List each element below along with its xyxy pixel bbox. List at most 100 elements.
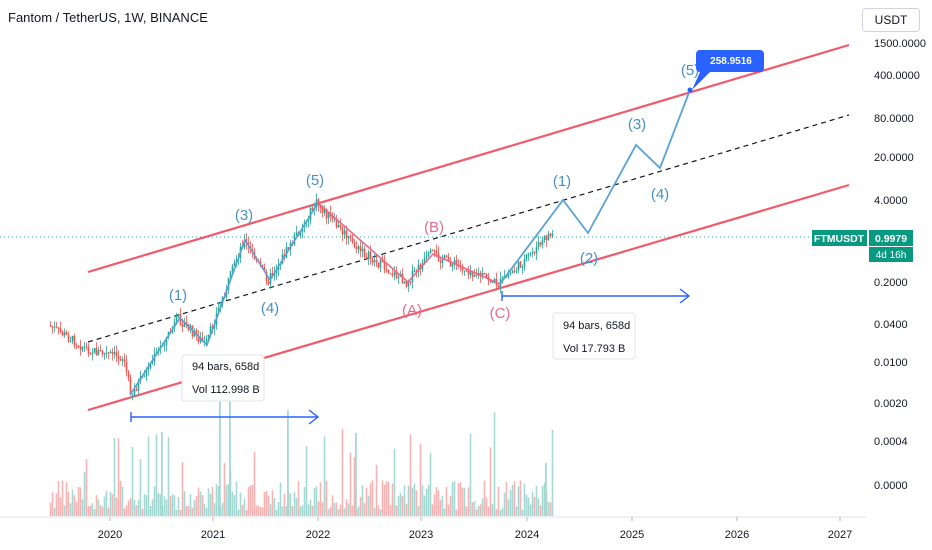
volume-bar <box>291 506 294 516</box>
candle-body <box>521 267 524 269</box>
candle-body <box>461 266 464 271</box>
volume-bar <box>523 483 526 516</box>
volume-bar <box>133 499 136 516</box>
candle-body <box>217 307 220 314</box>
candle-body <box>321 207 324 213</box>
volume-bar <box>469 433 472 516</box>
symbol-tag: FTMUSDT <box>814 233 865 245</box>
candle-body <box>471 271 474 277</box>
candle-body <box>49 325 52 327</box>
volume-bar <box>431 504 434 516</box>
bar-countdown: 4d 16h <box>876 250 907 261</box>
volume-bar <box>225 484 228 516</box>
price-axis[interactable]: 1500.0000 400.0000 80.0000 20.0000 4.0000 0.2… <box>874 38 926 492</box>
measurement-2-vol: Vol 17.793 B <box>563 343 625 355</box>
candle-body <box>473 274 476 277</box>
candle-body <box>197 335 200 342</box>
volume-bar <box>277 502 280 516</box>
volume-bar <box>453 480 456 516</box>
candle-body <box>511 271 514 274</box>
volume-bar <box>239 492 242 516</box>
channel-upper-line[interactable] <box>87 43 850 274</box>
range-arrow-2[interactable] <box>501 288 691 304</box>
volume-bar <box>419 443 422 516</box>
candle-body <box>185 322 188 324</box>
time-axis[interactable]: 2020 2021 2022 2023 2024 2025 2026 2027 <box>98 517 852 541</box>
volume-bar <box>355 433 357 516</box>
candle-body <box>341 227 344 235</box>
candle-body <box>337 225 340 228</box>
volume-bar <box>489 447 492 516</box>
volume-bar <box>201 495 204 516</box>
volume-bar <box>233 495 236 516</box>
price-axis-label: 0.2000 <box>874 277 908 289</box>
volume-bar <box>343 508 346 516</box>
volume-bar <box>95 495 98 516</box>
volume-bar <box>77 487 80 516</box>
volume-bar <box>219 395 221 516</box>
target-price-label[interactable]: 258.9516 <box>692 50 764 90</box>
volume-bar <box>93 509 96 516</box>
volume-bar <box>61 480 64 516</box>
candle-body <box>127 371 130 378</box>
candle-body <box>389 273 392 275</box>
volume-bar <box>203 503 206 516</box>
volume-bar <box>433 494 436 516</box>
volume-bar <box>149 505 152 516</box>
volume-bar <box>309 499 312 516</box>
candle-body <box>81 346 84 350</box>
volume-bar <box>391 483 394 516</box>
volume-bar <box>547 501 550 516</box>
candle-body <box>455 259 458 265</box>
volume-bar <box>543 482 546 516</box>
candle-body <box>177 313 180 317</box>
candle-body <box>267 281 270 285</box>
volume-bar <box>463 487 466 516</box>
range-arrow-1[interactable] <box>130 409 320 425</box>
target-price-value: 258.9516 <box>710 56 752 67</box>
volume-bar <box>297 480 300 516</box>
wave-label: (1) <box>169 287 187 304</box>
volume-bar <box>471 502 474 516</box>
candle-body <box>105 352 108 354</box>
channel-mid-line[interactable] <box>87 114 850 343</box>
candle-body <box>537 242 540 247</box>
candle-body <box>233 262 236 266</box>
volume-bar <box>249 485 252 516</box>
volume-bar <box>113 437 116 516</box>
volume-bar <box>477 505 480 516</box>
candle-body <box>231 265 234 271</box>
candle-body <box>401 273 404 284</box>
candle-body <box>89 353 92 355</box>
wave-label: (2) <box>580 250 598 267</box>
volume-bar <box>197 487 200 516</box>
volume-bar <box>85 459 88 516</box>
volume-bar <box>163 496 166 516</box>
volume-bar <box>395 505 398 516</box>
candle-body <box>135 389 138 391</box>
candle-body <box>53 326 56 328</box>
volume-bar <box>487 506 490 516</box>
time-axis-label: 2021 <box>201 529 225 541</box>
candle-body <box>349 236 352 239</box>
candle-body <box>393 271 396 276</box>
volume-bar <box>299 506 302 516</box>
volume-bar <box>441 495 444 516</box>
volume-bar <box>349 452 352 516</box>
volume-bar <box>81 499 84 516</box>
candle-body <box>369 251 372 259</box>
volume-bar <box>537 498 540 516</box>
volume-bar <box>513 481 516 516</box>
candle-body <box>433 250 436 252</box>
volume-bar <box>53 507 56 516</box>
candle-body <box>447 256 450 262</box>
currency-unit-button[interactable]: USDT <box>862 8 920 32</box>
candle-body <box>517 261 520 271</box>
candle-body <box>131 394 134 396</box>
volume-bar <box>449 495 452 516</box>
volume-bar <box>217 486 220 516</box>
candle-body <box>61 331 64 336</box>
volume-bar <box>387 481 390 516</box>
